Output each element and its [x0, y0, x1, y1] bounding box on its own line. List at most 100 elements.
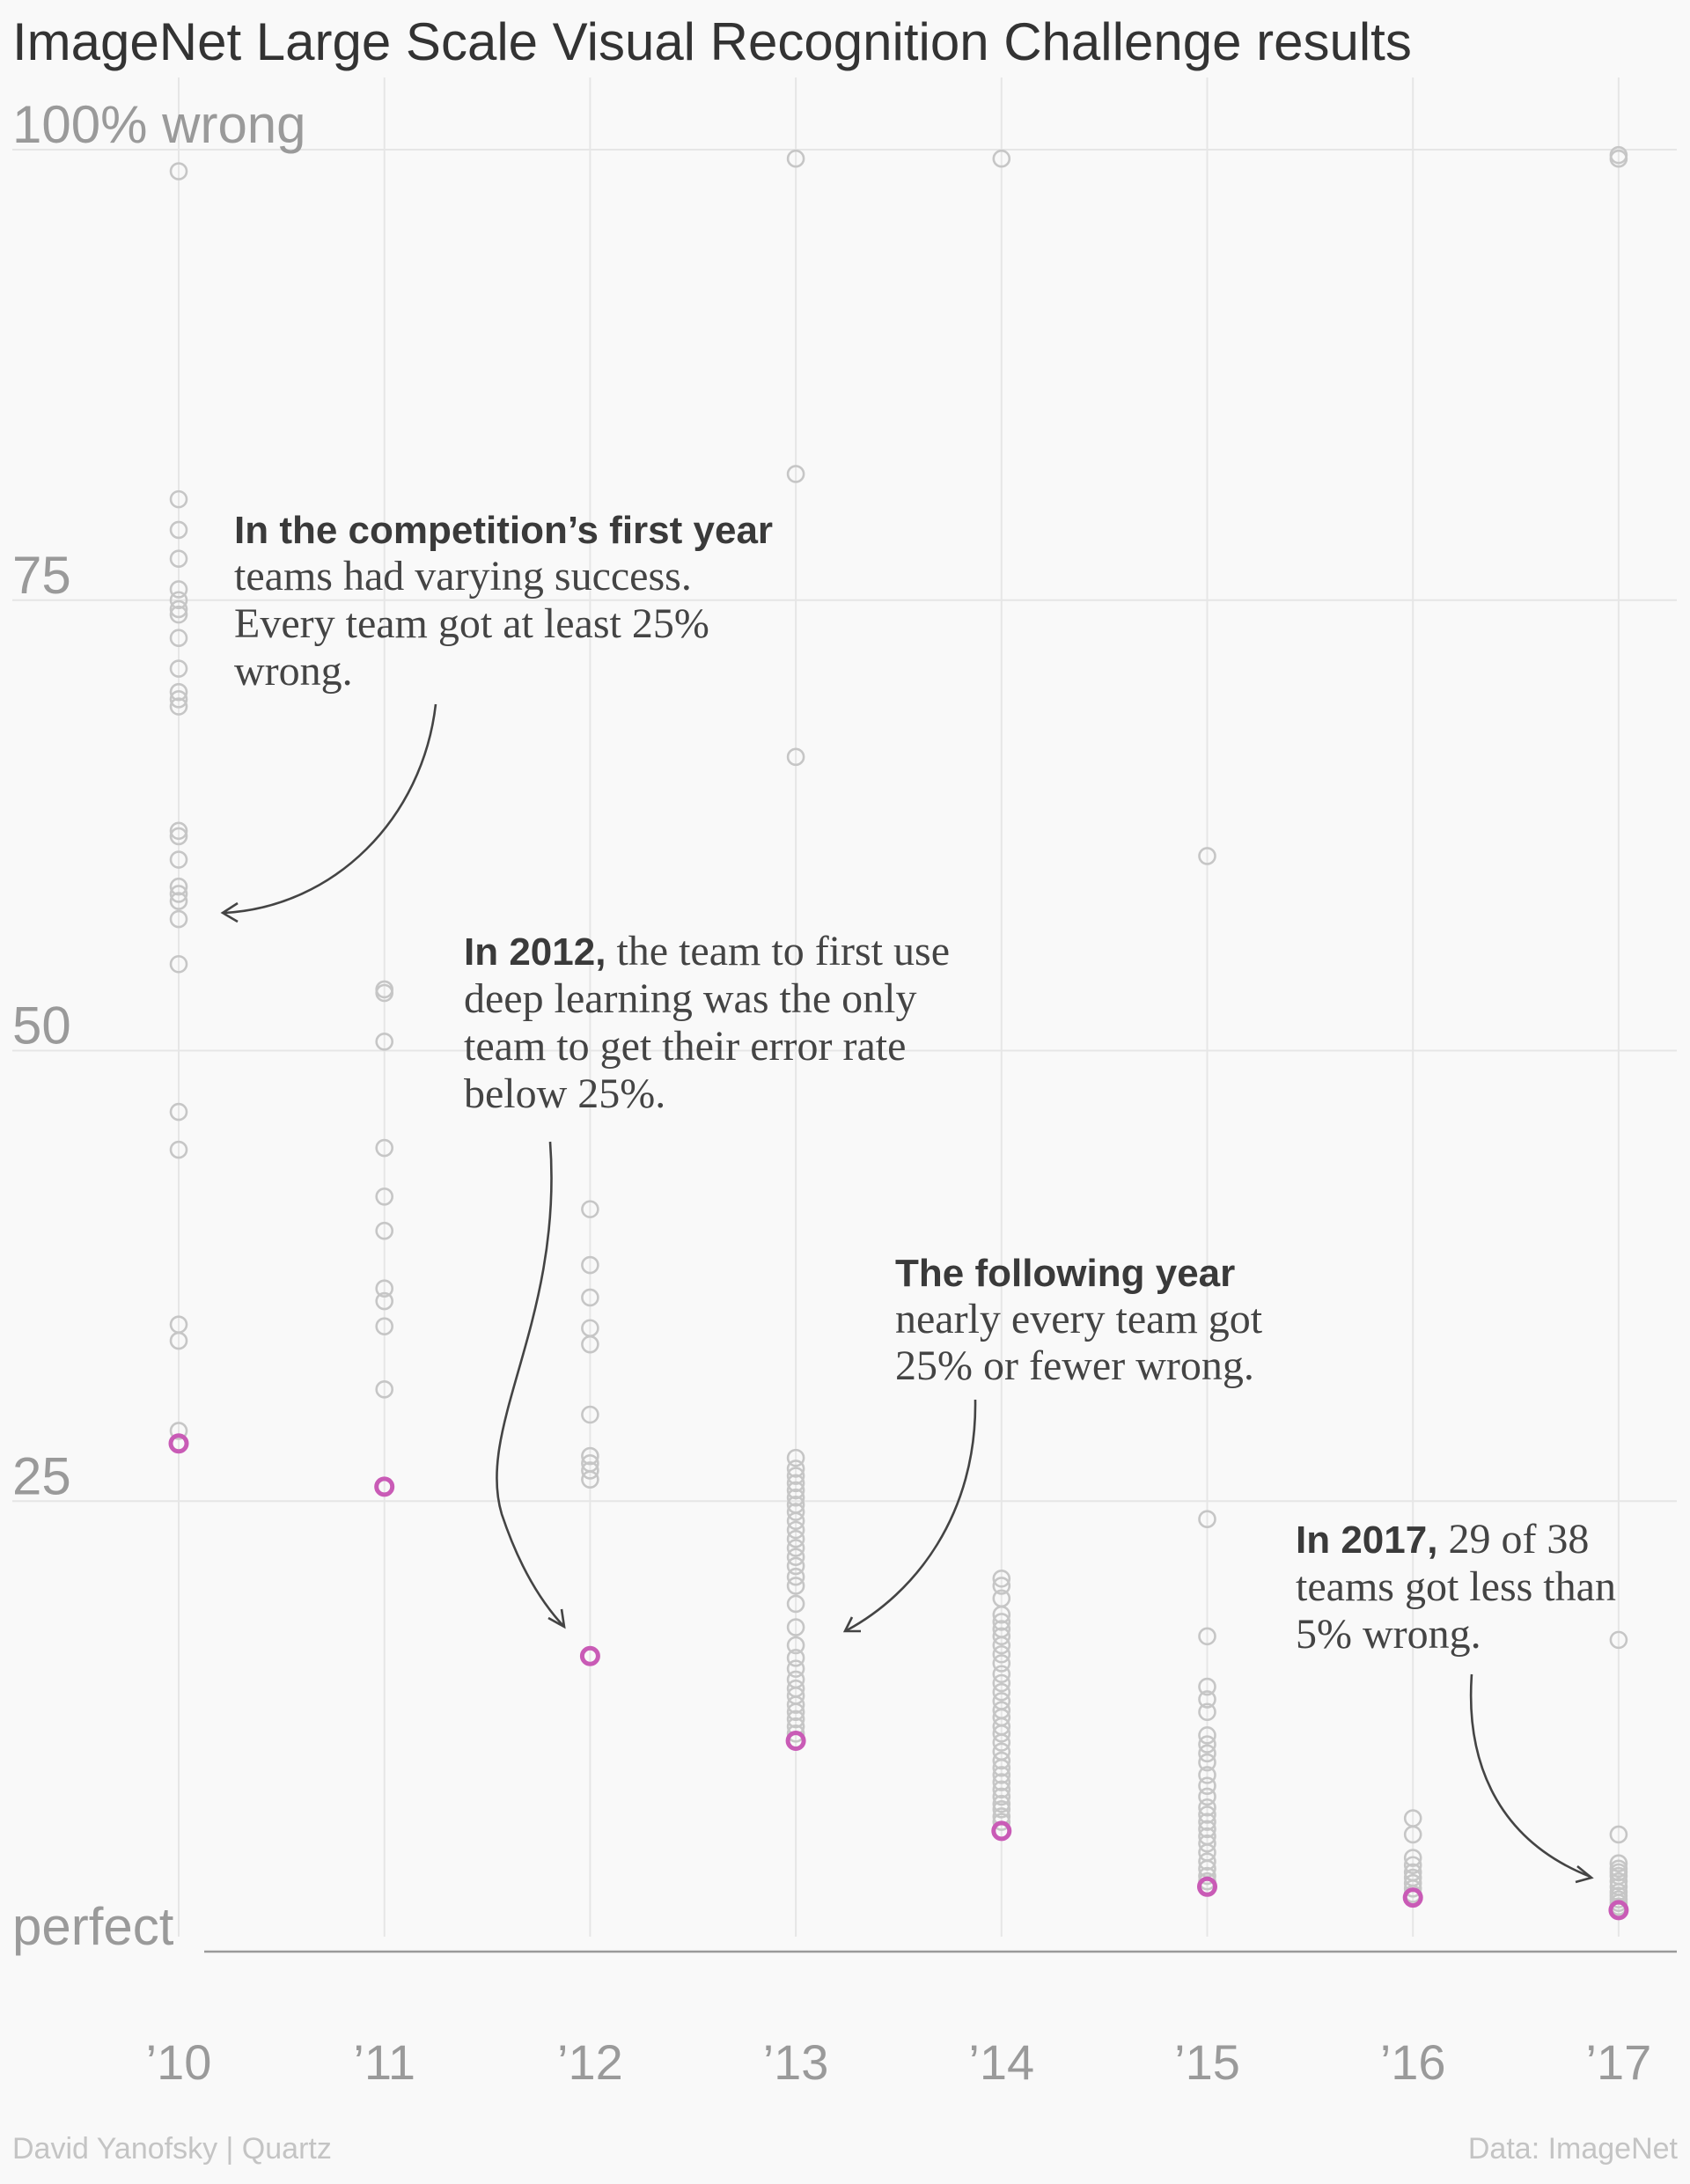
data-point [169, 1140, 188, 1159]
annotation-following-year-line-2: 25% or fewer wrong. [895, 1342, 1254, 1389]
x-tick-label: ’12 [557, 2034, 623, 2090]
x-tick-label: ’17 [1586, 2034, 1652, 2090]
data-point [375, 1317, 394, 1335]
y-tick-label: 100% wrong [12, 95, 306, 154]
x-tick-label: ’10 [146, 2034, 212, 2090]
data-point [992, 1627, 1011, 1646]
annotation-first-year-line-1: teams had varying success. [234, 553, 692, 599]
data-point [581, 1288, 599, 1307]
data-point [992, 1773, 1011, 1791]
data-point [169, 549, 188, 568]
data-point [1609, 149, 1628, 168]
data-point [1198, 1753, 1216, 1772]
data-point [992, 1605, 1011, 1624]
winner-point [1608, 1900, 1629, 1921]
data-point [1198, 1787, 1216, 1806]
data-point [992, 1644, 1011, 1664]
data-point [375, 1188, 394, 1206]
data-point [992, 1654, 1011, 1673]
data-point [992, 1813, 1011, 1831]
annotation-following-year: The following year nearly every team got… [842, 1252, 1263, 1633]
data-point [786, 1539, 805, 1557]
data-point [992, 1665, 1011, 1684]
annotation-2012-text-1: the team to first use [606, 928, 950, 974]
data-point [786, 1695, 805, 1714]
data-point [786, 1649, 805, 1667]
data-point [169, 909, 188, 929]
data-point [375, 983, 394, 1003]
data-point [992, 1766, 1011, 1784]
annotation-2017: In 2017, 29 of 38 teams got less than 5%… [1296, 1516, 1616, 1884]
data-point [169, 162, 188, 180]
data-point [786, 1481, 805, 1500]
data-point [1198, 1805, 1216, 1824]
data-point [1198, 1820, 1216, 1839]
data-point [786, 1594, 805, 1614]
data-point [375, 1221, 394, 1240]
data-point [169, 1331, 188, 1350]
credit-author: David Yanofsky | Quartz [12, 2132, 332, 2166]
data-point [786, 1460, 805, 1478]
data-point [786, 1556, 805, 1576]
data-point [1198, 1690, 1216, 1709]
data-point [169, 580, 188, 599]
data-point [992, 1613, 1011, 1631]
data-point [169, 591, 188, 610]
data-point [786, 1618, 805, 1636]
data-point [169, 1102, 188, 1121]
data-point [169, 877, 188, 896]
data-point [169, 659, 188, 678]
data-point [992, 1682, 1011, 1702]
annotation-2017-line-3: 5% wrong. [1296, 1611, 1481, 1658]
annotation-2012-arrow [496, 1141, 564, 1627]
data-point [1403, 1879, 1422, 1898]
winner-point [579, 1645, 600, 1666]
credit-source: Data: ImageNet [1468, 2132, 1679, 2166]
data-point [169, 629, 188, 648]
annotation-first-year-bold: In the competition’s first year [234, 509, 773, 552]
data-point [375, 1380, 394, 1399]
data-point [992, 1758, 1011, 1777]
y-tick-label: 75 [12, 546, 71, 605]
data-point [169, 850, 188, 869]
data-point [581, 1461, 599, 1480]
data-point [992, 1569, 1011, 1588]
winner-point [1402, 1887, 1423, 1908]
data-point [375, 1138, 394, 1158]
data-point [1198, 1735, 1216, 1754]
data-point [992, 1794, 1011, 1813]
data-point [1198, 847, 1216, 865]
data-point [1198, 1677, 1216, 1696]
annotation-first-year-line-3: wrong. [234, 648, 353, 695]
data-point [786, 1710, 805, 1729]
x-tick-label: ’14 [968, 2034, 1034, 2090]
data-point [992, 149, 1011, 168]
data-point [1198, 1813, 1216, 1831]
data-point [786, 1724, 805, 1743]
data-point [786, 149, 805, 168]
data-point [992, 1751, 1011, 1770]
data-point [786, 1659, 805, 1678]
annotation-following-year-arrow [846, 1399, 977, 1632]
annotation-2012-line-3: team to get their error rate [464, 1023, 906, 1070]
winner-point [785, 1731, 806, 1752]
data-point [1403, 1825, 1422, 1844]
data-point [169, 520, 188, 540]
annotation-2012-line-1: In 2012, the team to first use [464, 928, 950, 974]
data-point [992, 1787, 1011, 1806]
data-point [375, 1032, 394, 1051]
chart-title: ImageNet Large Scale Visual Recognition … [12, 12, 1412, 71]
data-point [169, 697, 188, 716]
data-point [786, 1520, 805, 1540]
data-point [1609, 1825, 1628, 1844]
data-point [786, 1488, 805, 1507]
annotation-2012: In 2012, the team to first use deep lear… [464, 928, 950, 1629]
data-point [786, 1467, 805, 1485]
data-point [786, 1448, 805, 1467]
data-point [169, 489, 188, 509]
data-point [169, 892, 188, 910]
x-tick-label: ’15 [1174, 2034, 1240, 2090]
data-point [581, 1255, 599, 1275]
data-point [992, 1673, 1011, 1693]
data-point [992, 1733, 1011, 1752]
